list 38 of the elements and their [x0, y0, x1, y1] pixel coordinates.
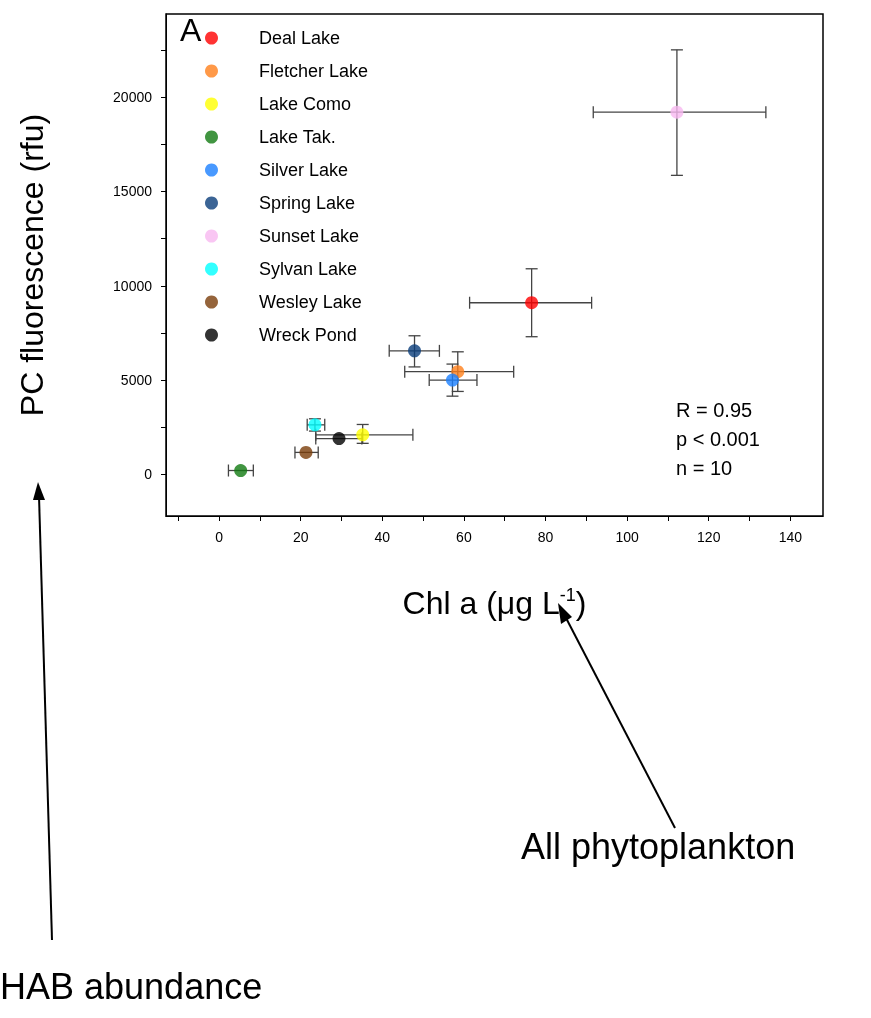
annotation: R = 0.95: [676, 399, 753, 421]
x-tick-label: 80: [537, 529, 554, 545]
legend-label: Fletcher Lake: [259, 61, 369, 81]
point: [525, 296, 539, 310]
legend-label: Spring Lake: [259, 193, 356, 213]
point: [408, 344, 422, 358]
x-tick-label: 40: [374, 529, 391, 545]
y-tick-label: 20000: [113, 89, 153, 106]
legend-label: Wesley Lake: [259, 292, 362, 312]
x-tick-label: 60: [456, 529, 472, 545]
legend-label: Lake Tak.: [259, 127, 336, 147]
y-tick-label: 5000: [120, 372, 153, 389]
point: [299, 445, 313, 459]
legend-label: Sunset Lake: [259, 226, 360, 246]
legend-label: Deal Lake: [259, 28, 341, 48]
x-tick-label: 20: [292, 529, 309, 545]
y-tick-label: 0: [144, 466, 153, 483]
point: [332, 432, 346, 446]
point: [356, 428, 370, 442]
annotation: n = 10: [676, 457, 733, 479]
y-tick-label: 10000: [113, 277, 153, 294]
legend-label: Wreck Pond: [259, 325, 357, 345]
legend-label: Lake Como: [259, 94, 352, 114]
x-tick-label: 0: [215, 529, 224, 545]
legend-label: Silver Lake: [259, 160, 349, 180]
point: [234, 464, 248, 478]
annotation: A: [180, 12, 202, 48]
point: [445, 373, 459, 387]
x-tick-label: 140: [778, 529, 803, 545]
legend-label: Sylvan Lake: [259, 259, 358, 279]
annotation: p < 0.001: [676, 428, 760, 450]
x-tick-label: 120: [697, 529, 721, 545]
text: All phytoplankton: [521, 825, 796, 867]
y-tick-label: 15000: [113, 183, 153, 200]
point: [670, 105, 684, 119]
y-axis-title: PC fluorescence (rfu): [14, 113, 50, 417]
text: HAB abundance: [0, 965, 263, 1007]
x-tick-label: 100: [615, 529, 640, 545]
